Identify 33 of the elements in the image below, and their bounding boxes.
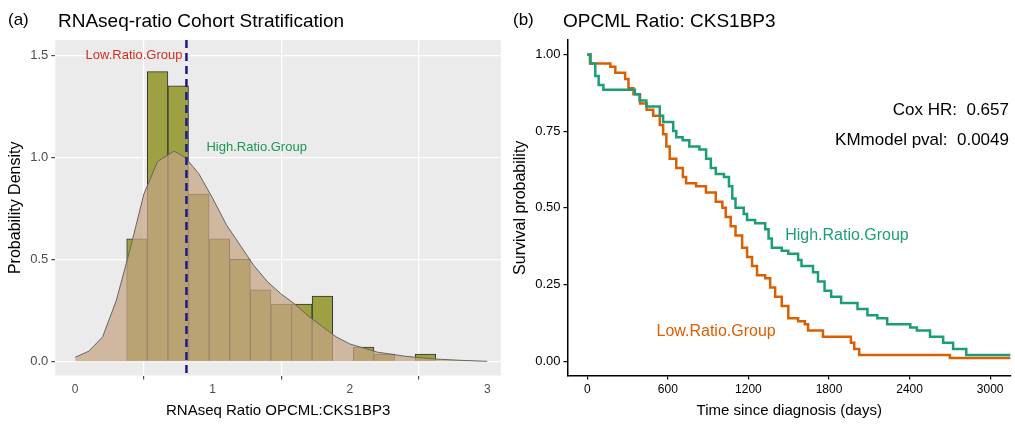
- y-tick-label: 1.5: [30, 46, 49, 62]
- chart-title: RNAseq-ratio Cohort Stratification: [58, 10, 345, 32]
- x-tick-label: 600: [657, 382, 679, 397]
- x-tick-label: 2400: [896, 382, 924, 397]
- x-axis-title: RNAseq Ratio OPCML:CKS1BP3: [166, 401, 391, 419]
- x-tick-label: 0: [583, 382, 591, 397]
- y-tick-label: 0.0: [30, 352, 49, 368]
- y-tick-label: 1.00: [535, 46, 561, 61]
- x-tick-label: 1: [209, 382, 217, 397]
- x-tick-label: 1200: [735, 382, 763, 397]
- annotation: Cox HR: 0.657: [892, 99, 1009, 119]
- annotation: Low.Ratio.Group: [85, 46, 183, 62]
- series-label: Low.Ratio.Group: [656, 322, 776, 340]
- text: (b): [513, 10, 534, 30]
- x-tick-label: 1800: [815, 382, 843, 397]
- text: (a): [8, 10, 29, 30]
- x-tick-label: 2: [346, 382, 354, 397]
- annotation: KMmodel pval: 0.0049: [835, 129, 1009, 149]
- annotation: High.Ratio.Group: [206, 138, 307, 154]
- x-tick-label: 3000: [976, 382, 1004, 397]
- y-tick-label: 0.50: [535, 199, 561, 215]
- y-tick-label: 1.0: [30, 148, 49, 164]
- y-tick-label: 0.5: [30, 250, 49, 266]
- chart-title: OPCML Ratio: CKS1BP3: [563, 10, 776, 32]
- y-axis-title: Survival probability: [511, 140, 529, 275]
- y-tick-label: 0.75: [535, 122, 561, 138]
- y-tick-label: 0.25: [535, 276, 561, 292]
- y-tick-label: 0.00: [535, 352, 561, 368]
- x-tick-label: 3: [483, 382, 491, 397]
- x-tick-label: 0: [71, 382, 79, 397]
- series-label: High.Ratio.Group: [785, 225, 909, 243]
- x-axis-title: Time since diagnosis (days): [696, 401, 882, 419]
- y-axis-title: Probability Density: [6, 141, 24, 275]
